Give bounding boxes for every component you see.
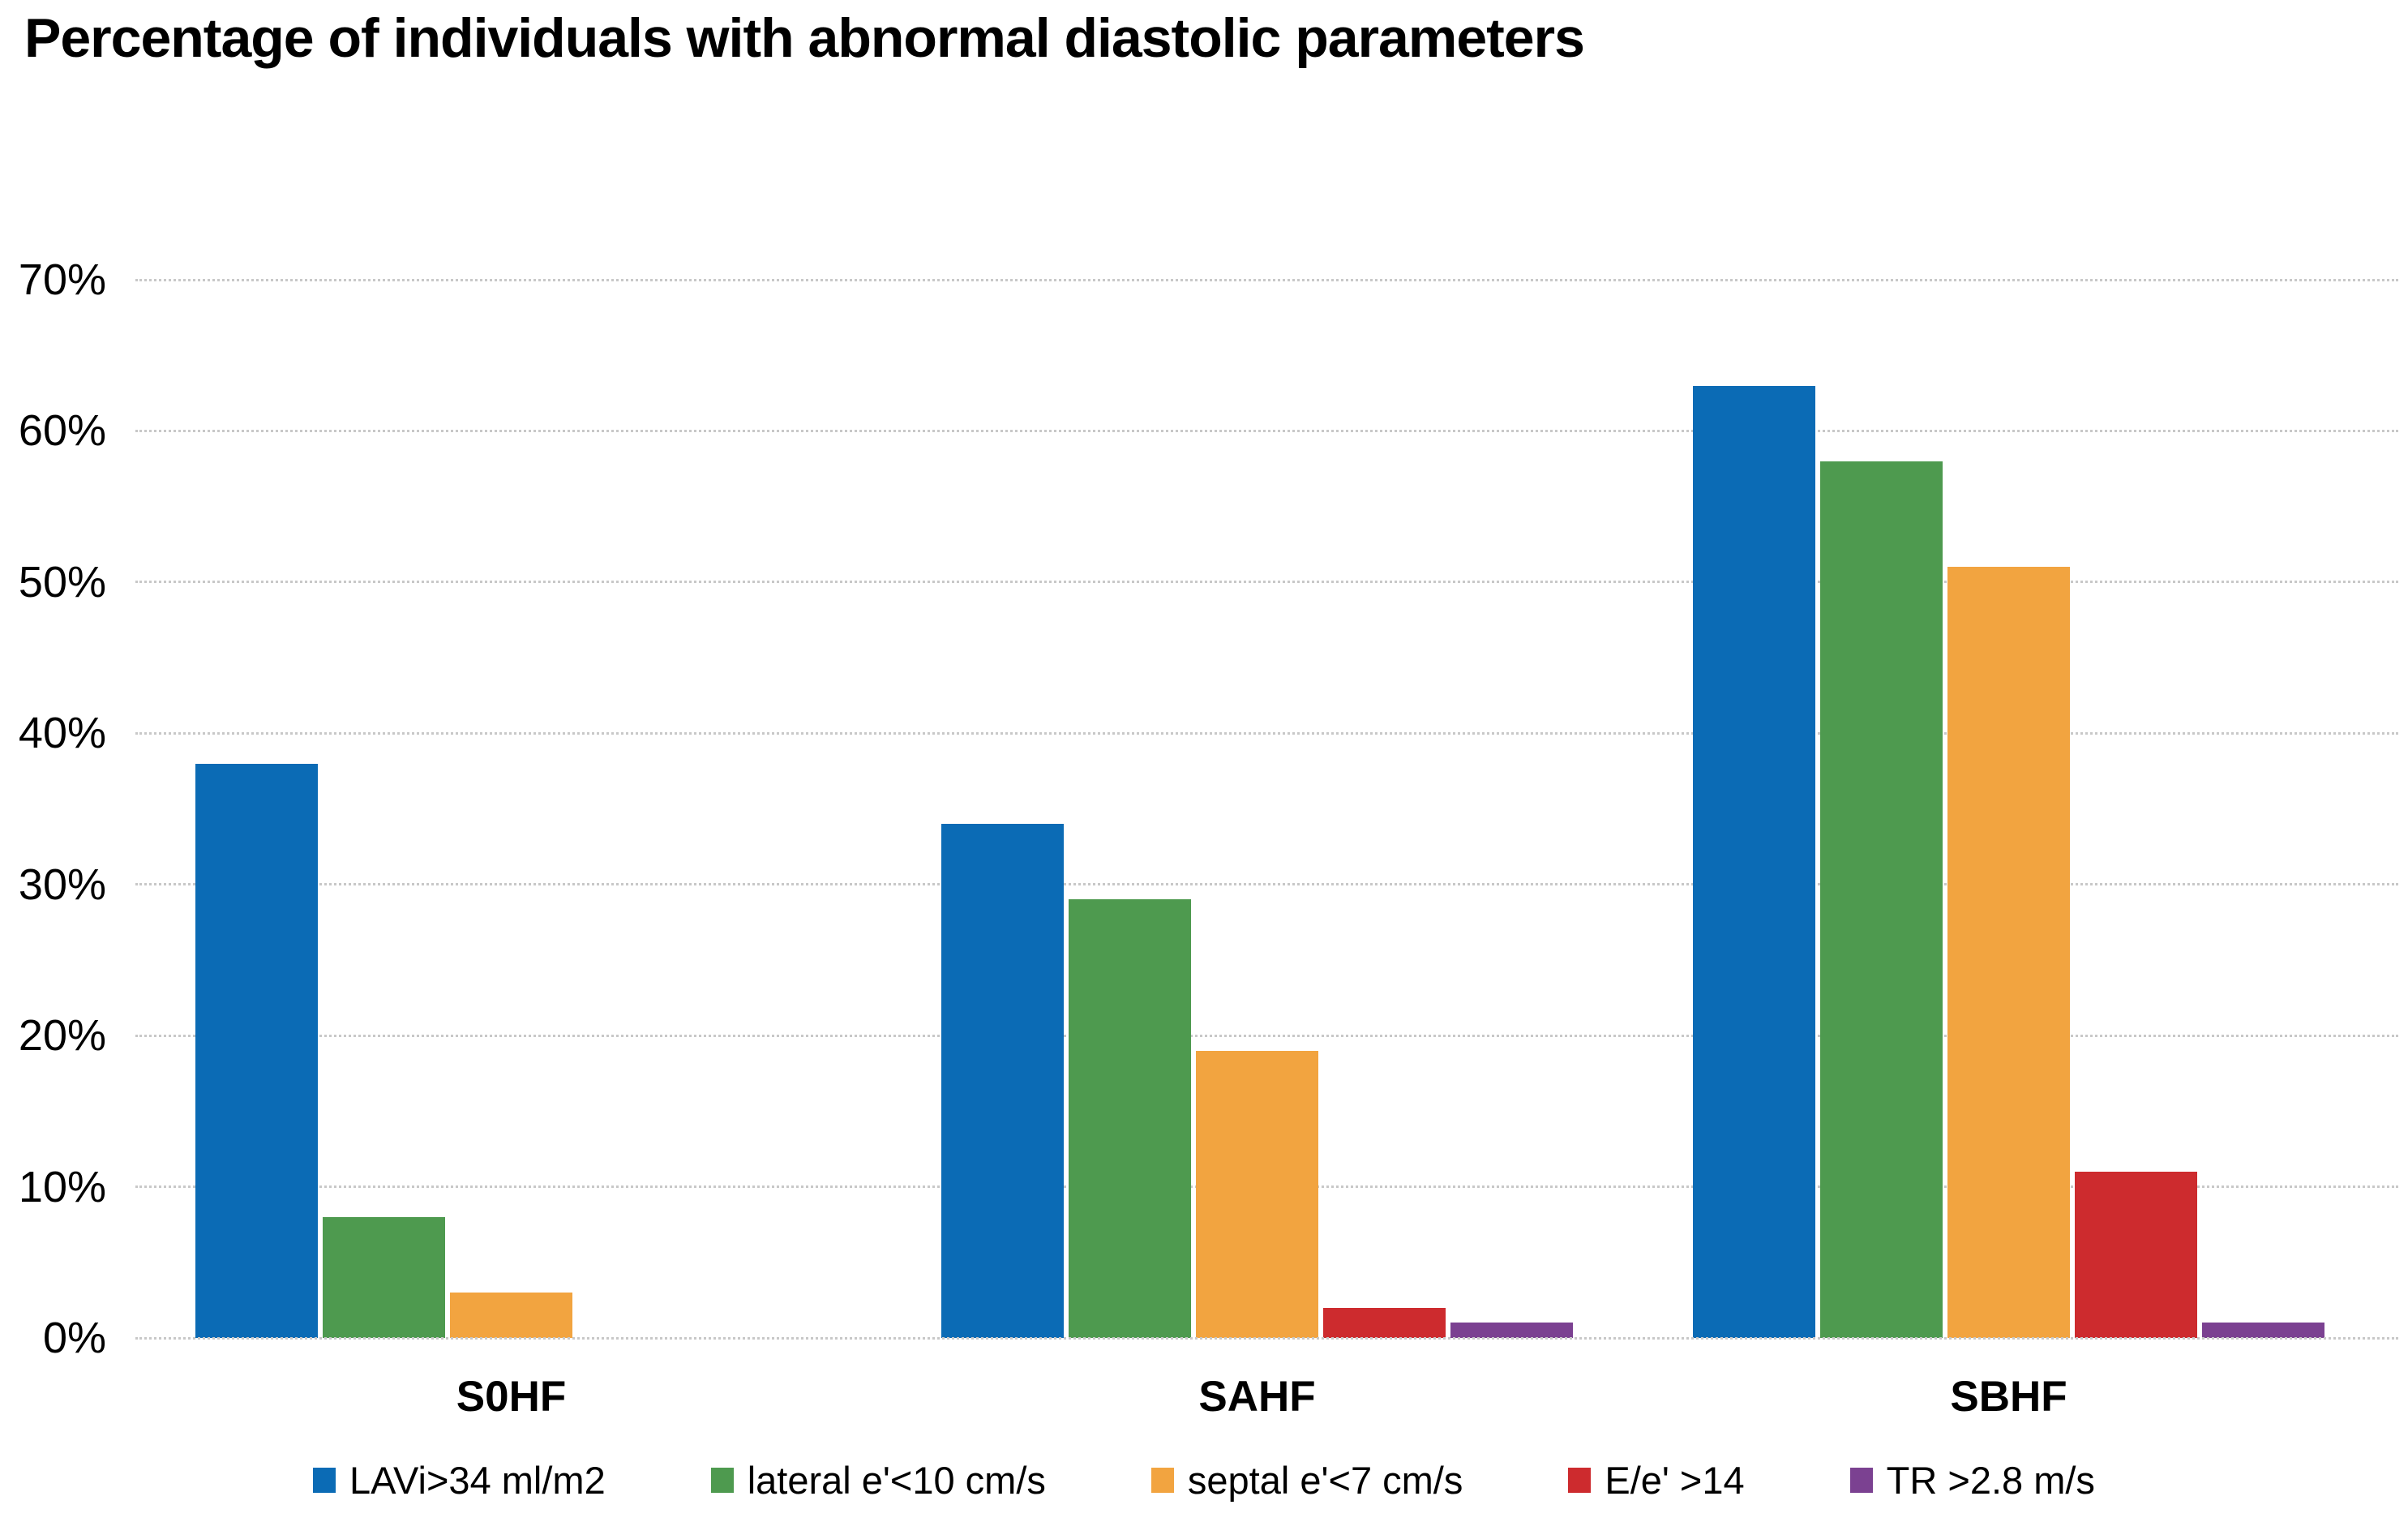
bar-s0hf-series3 (450, 1293, 572, 1338)
y-tick-label: 40% (18, 709, 106, 758)
legend-item: LAVi>34 ml/m2 (313, 1458, 606, 1503)
y-tick-label: 10% (18, 1162, 106, 1211)
baseline-gridline (135, 1336, 2398, 1340)
bar-sbhf-series1 (1693, 385, 1815, 1338)
y-tick-label: 50% (18, 557, 106, 607)
x-category-label: SBHF (1950, 1373, 2067, 1421)
gridline (135, 731, 2398, 735)
gridline (135, 278, 2398, 281)
legend-label: E/e' >14 (1605, 1459, 1745, 1502)
bar-sahf-series2 (1069, 899, 1191, 1338)
plot-area (135, 278, 2398, 1340)
bar-sahf-series3 (1196, 1050, 1318, 1338)
bar-sbhf-series4 (2075, 1171, 2197, 1338)
legend-item: lateral e'<10 cm/s (710, 1458, 1046, 1503)
bar-sbhf-series3 (1947, 567, 2070, 1338)
y-tick-label: 30% (18, 860, 106, 909)
bar-s0hf-series2 (323, 1216, 445, 1338)
x-category-label: SAHF (1198, 1373, 1316, 1421)
gridline (135, 429, 2398, 432)
legend-label: LAVi>34 ml/m2 (349, 1459, 606, 1502)
y-tick-label: 70% (18, 255, 106, 304)
legend-label: lateral e'<10 cm/s (747, 1459, 1046, 1502)
bar-sahf-series5 (1450, 1323, 1573, 1338)
legend-label: septal e'<7 cm/s (1187, 1459, 1463, 1502)
y-tick-label: 20% (18, 1011, 106, 1061)
legend-swatch (313, 1468, 336, 1493)
bar-sbhf-series5 (2202, 1323, 2324, 1338)
y-tick-label: 60% (18, 406, 106, 456)
legend-item: TR >2.8 m/s (1849, 1458, 2095, 1503)
x-category-label: S0HF (456, 1373, 567, 1421)
gridline (135, 883, 2398, 886)
gridline (135, 1034, 2398, 1037)
legend-swatch (1568, 1468, 1592, 1493)
chart-title: Percentage of individuals with abnormal … (24, 7, 1585, 69)
bar-sahf-series4 (1323, 1307, 1446, 1338)
bar-sbhf-series2 (1820, 461, 1943, 1338)
bar-s0hf-series1 (195, 763, 318, 1338)
legend-label: TR >2.8 m/s (1886, 1459, 2095, 1502)
legend: LAVi>34 ml/m2 lateral e'<10 cm/s septal e'… (0, 1458, 2408, 1503)
legend-swatch (710, 1468, 734, 1493)
legend-item: septal e'<7 cm/s (1150, 1458, 1463, 1503)
legend-item: E/e' >14 (1568, 1458, 1745, 1503)
bar-sahf-series1 (941, 824, 1064, 1338)
gridline (135, 581, 2398, 584)
legend-swatch (1849, 1468, 1873, 1493)
legend-swatch (1150, 1468, 1174, 1493)
y-tick-label: 0% (42, 1314, 106, 1362)
